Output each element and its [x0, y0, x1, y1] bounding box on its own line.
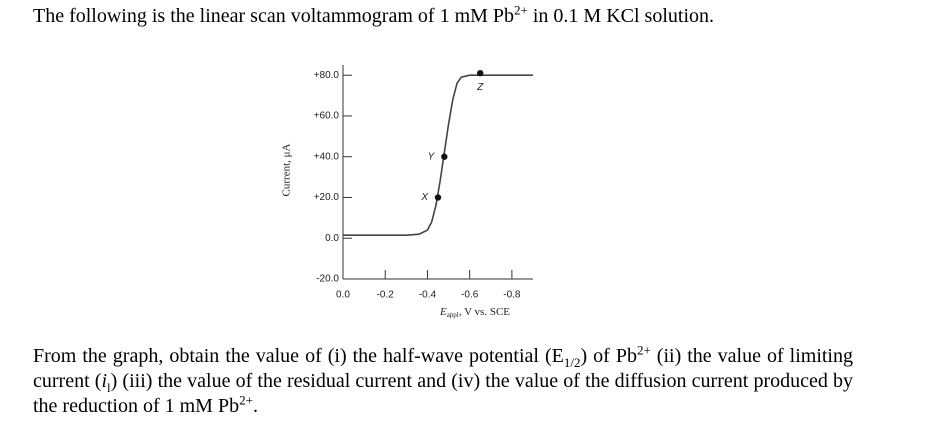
- y-tick-label: -20.0: [316, 274, 339, 285]
- x-label-symbol: E: [439, 306, 447, 318]
- y-tick-label: +60.0: [314, 111, 340, 122]
- intro-text: The following is the linear scan voltamm…: [33, 2, 715, 28]
- text-segment: 2+: [239, 392, 253, 408]
- x-tick-label: -0.8: [503, 290, 521, 301]
- x-axis-label: Eappl, V vs. SCE: [439, 306, 510, 319]
- text-segment: i: [101, 370, 107, 392]
- question-text: From the graph, obtain the value of (i) …: [33, 342, 853, 419]
- y-tick-label: +40.0: [314, 151, 340, 162]
- chart: Current, μA Eappl, V vs. SCE -20.0 0.0 +20…: [281, 65, 533, 319]
- text-segment: From the graph, obtain the value of (i) …: [33, 345, 564, 367]
- point-label: Y: [428, 151, 436, 162]
- y-tick-label: +80.0: [314, 70, 340, 81]
- text-segment: 1/2: [563, 355, 581, 370]
- x-label-sub: appl: [447, 311, 459, 319]
- x-tick-label: 0.0: [336, 290, 350, 301]
- text-segment: in 0.1 M KCl solution.: [527, 5, 715, 27]
- x-tick-label: -0.2: [377, 290, 395, 301]
- point: [441, 153, 448, 160]
- voltammogram-curve: [343, 74, 533, 236]
- text-segment: l: [107, 380, 111, 395]
- text-segment: ) of Pb: [580, 345, 637, 367]
- point-label: X: [420, 192, 428, 203]
- x-label-rest: , V vs. SCE: [459, 306, 511, 318]
- text-segment: 2+: [636, 342, 651, 358]
- point: [434, 194, 442, 201]
- y-axis-label: Current, μA: [281, 143, 293, 196]
- x-tick-label: -0.6: [461, 290, 479, 301]
- y-tick-label: +20.0: [314, 192, 340, 203]
- x-tick-label: -0.4: [419, 290, 437, 301]
- text-segment: The following is the linear scan voltamm…: [33, 5, 515, 27]
- text-segment: (ii) the value of limiting current (: [33, 345, 853, 392]
- text-segment: 2+: [514, 2, 528, 18]
- point-label: Z: [476, 82, 484, 93]
- text-segment: .: [252, 395, 258, 417]
- text-segment: ) (iii) the value of the residual curren…: [33, 370, 853, 417]
- y-tick-label: 0.0: [325, 233, 339, 244]
- point: [477, 69, 484, 77]
